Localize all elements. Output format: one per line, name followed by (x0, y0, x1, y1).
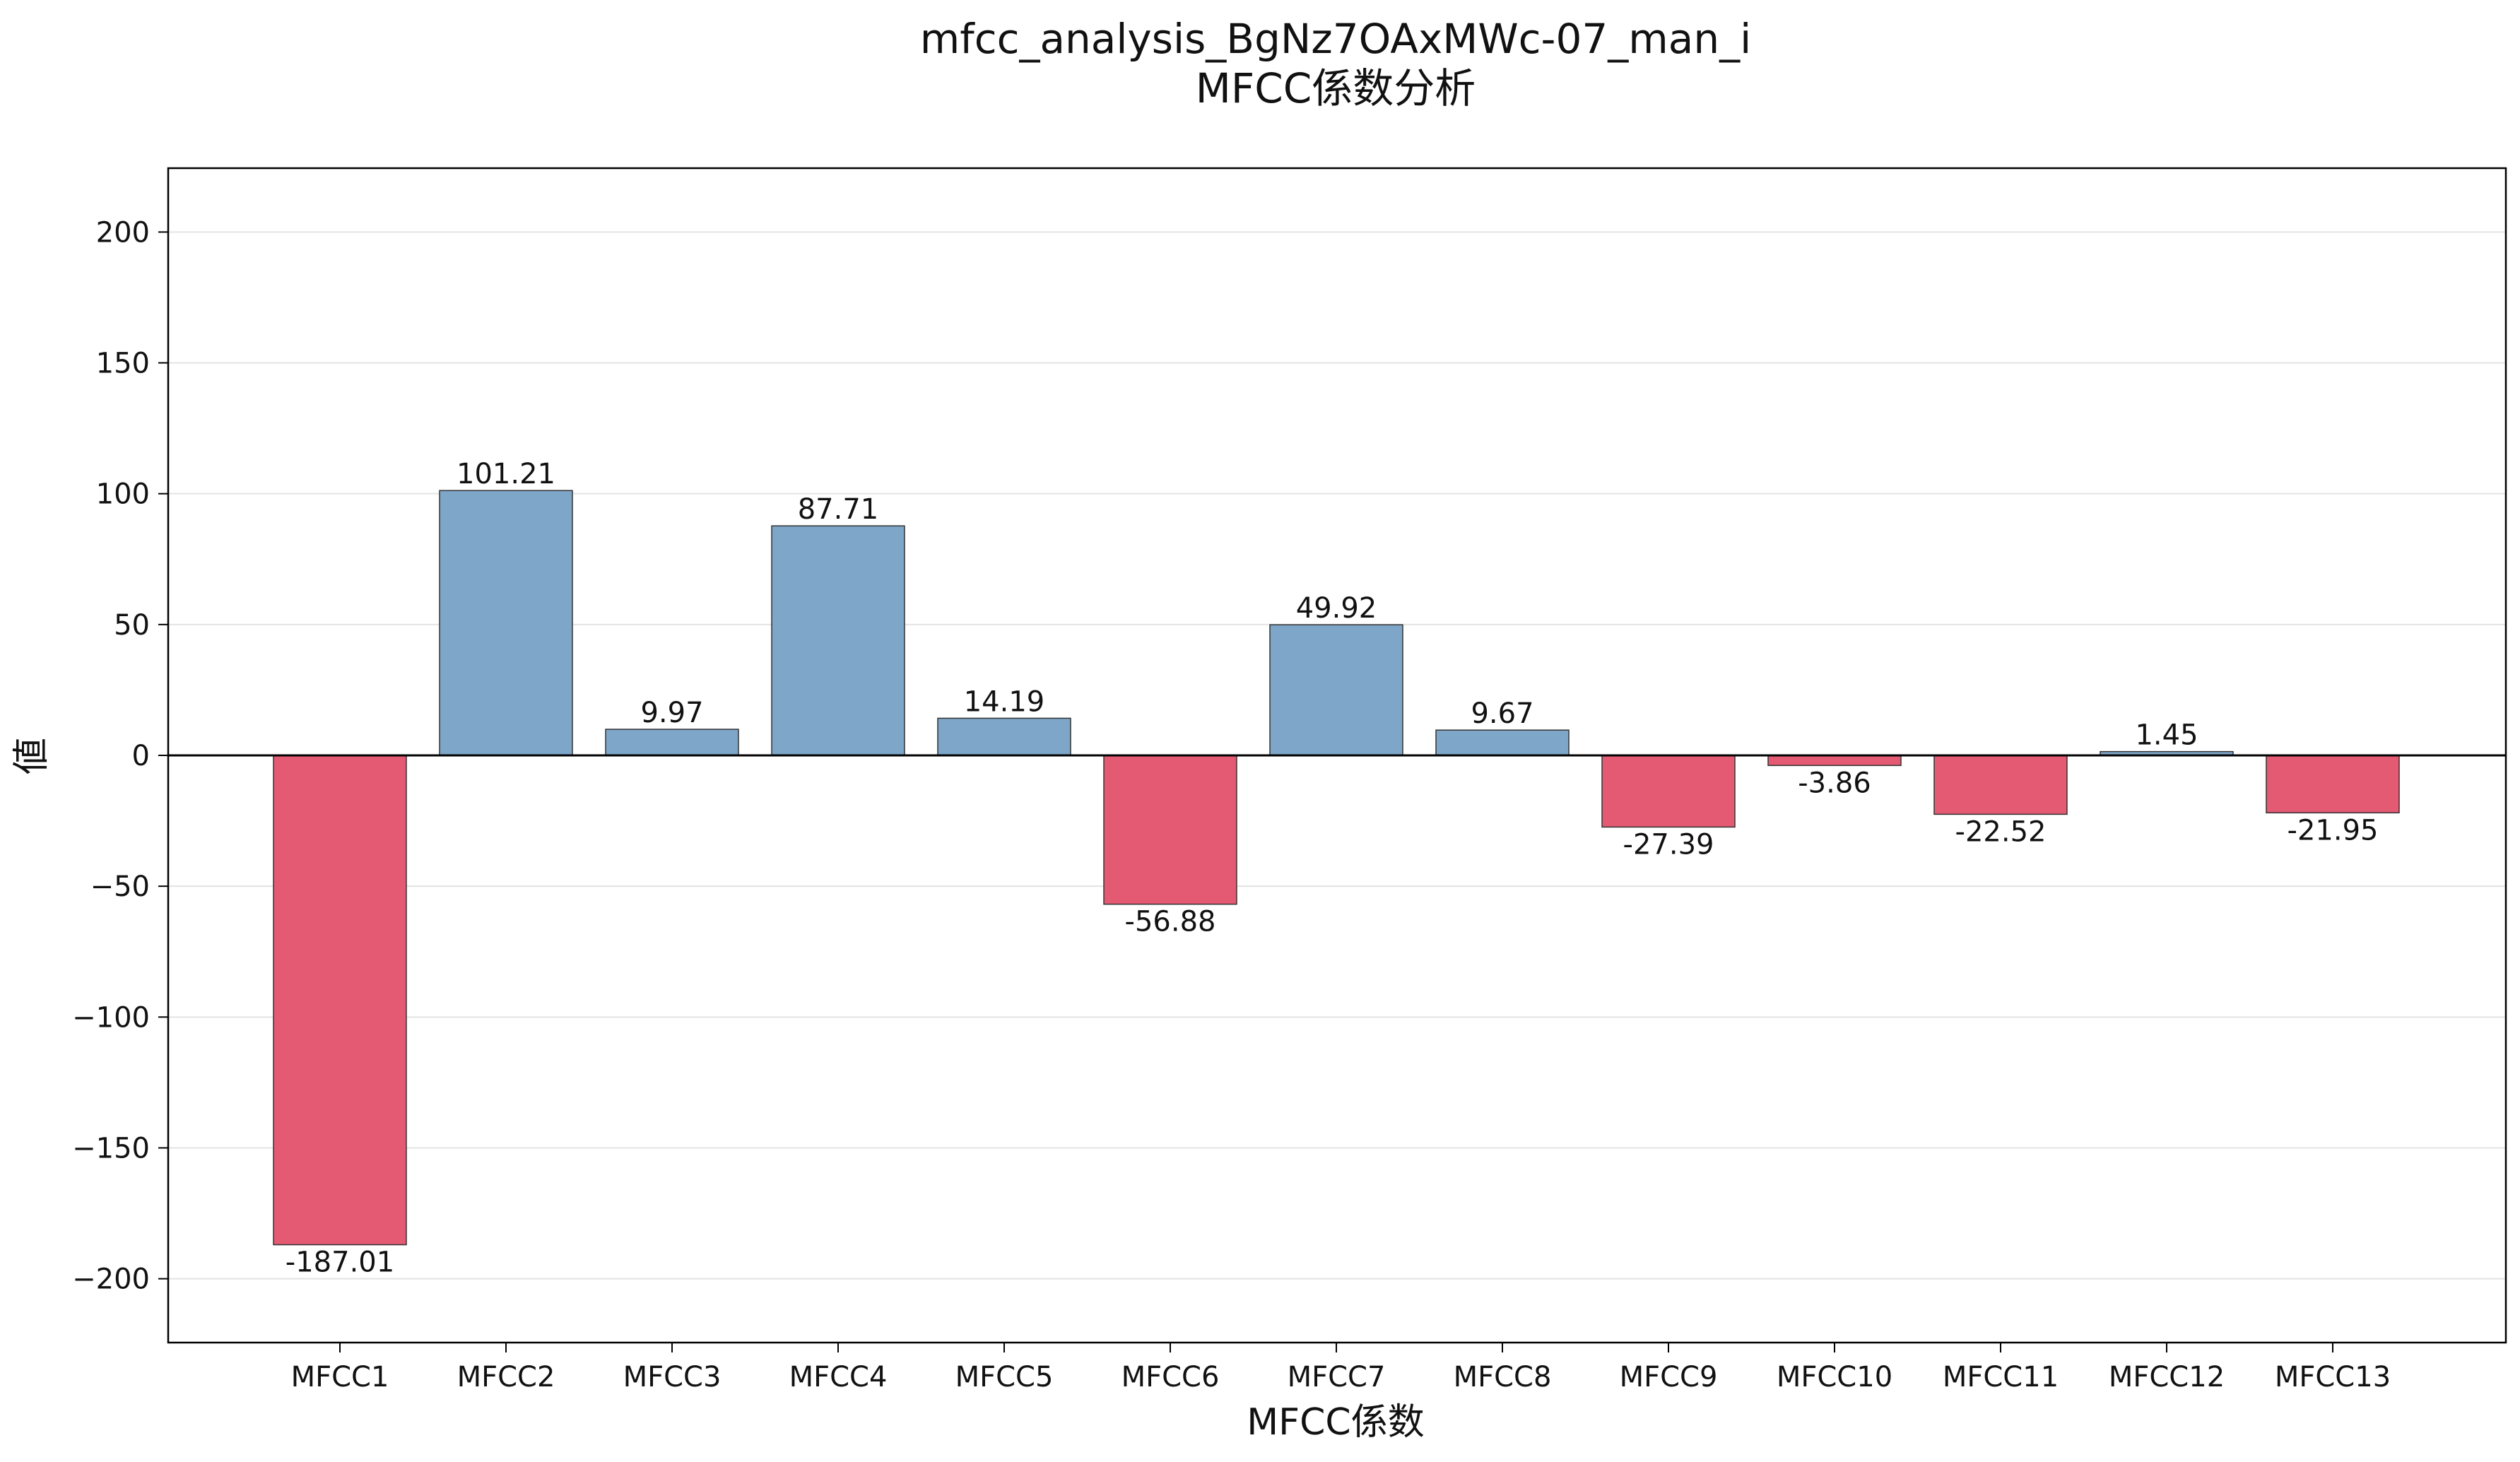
data-label-mfcc2: 101.21 (457, 458, 555, 490)
x-tick-label: MFCC10 (1777, 1361, 1892, 1393)
x-tick-label: MFCC6 (1121, 1361, 1220, 1393)
bars (273, 490, 2400, 1246)
y-tick-label: 100 (96, 478, 150, 511)
bar-mfcc8 (1435, 729, 1570, 756)
data-label-mfcc10: -3.86 (1798, 767, 1871, 799)
x-tick-label: MFCC12 (2109, 1361, 2225, 1393)
chart-title: mfcc_analysis_BgNz7OAxMWc-07_man_i (920, 15, 1751, 63)
x-tick-label: MFCC11 (1943, 1361, 2059, 1393)
x-tick-label: MFCC8 (1454, 1361, 1552, 1393)
x-tick-label: MFCC5 (955, 1361, 1054, 1393)
bar-mfcc4 (771, 525, 905, 756)
y-tick-label: −150 (72, 1132, 150, 1165)
data-label-mfcc11: -22.52 (1955, 815, 2047, 848)
x-tick-label: MFCC2 (457, 1361, 555, 1393)
y-tick-label: −200 (72, 1263, 150, 1296)
y-tick-label: −100 (72, 1001, 150, 1034)
data-label-mfcc3: 9.97 (640, 697, 703, 729)
y-axis-ticks: 200 150 100 50 0 −50 −100 −150 −200 (72, 216, 168, 1296)
data-label-mfcc6: -56.88 (1125, 906, 1216, 938)
x-tick-label: MFCC13 (2275, 1361, 2391, 1393)
x-axis-label: MFCC係数 (1247, 1401, 1424, 1444)
x-tick-label: MFCC9 (1620, 1361, 1718, 1393)
chart-subtitle: MFCC係数分析 (1196, 64, 1476, 112)
bar-mfcc10 (1767, 755, 1902, 767)
y-tick-label: 200 (96, 216, 150, 249)
bar-mfcc5 (937, 717, 1071, 756)
data-label-mfcc8: 9.67 (1471, 697, 1533, 730)
data-label-mfcc12: 1.45 (2135, 719, 2198, 752)
x-tick-label: MFCC3 (623, 1361, 722, 1393)
data-label-mfcc13: -21.95 (2288, 814, 2379, 847)
data-label-mfcc4: 87.71 (798, 493, 879, 526)
bar-mfcc2 (439, 490, 573, 756)
y-axis-label: 値 (11, 738, 53, 774)
bar-mfcc9 (1601, 755, 1736, 828)
data-label-mfcc5: 14.19 (964, 685, 1045, 718)
data-label-mfcc1: -187.01 (285, 1246, 394, 1279)
bar-mfcc13 (2266, 755, 2400, 814)
bar-mfcc6 (1103, 755, 1237, 905)
data-label-mfcc7: 49.92 (1296, 592, 1377, 625)
x-tick-label: MFCC7 (1288, 1361, 1386, 1393)
bar-mfcc1 (273, 755, 407, 1246)
data-label-mfcc9: -27.39 (1623, 828, 1714, 861)
y-tick-label: 50 (114, 609, 150, 642)
bar-mfcc11 (1933, 755, 2068, 815)
x-tick-label: MFCC4 (789, 1361, 888, 1393)
data-labels: -187.01 101.21 9.97 87.71 14.19 -56.88 49.92 9.… (285, 458, 2379, 1278)
x-axis-ticks: MFCC1 MFCC2 MFCC3 MFCC4 MFCC5 MFCC6 MFCC7 MFCC8… (291, 1343, 2391, 1393)
y-tick-label: 150 (96, 348, 150, 380)
bar-mfcc7 (1269, 624, 1403, 756)
bar-mfcc3 (605, 729, 739, 756)
x-tick-label: MFCC1 (291, 1361, 389, 1393)
y-tick-label: 0 (132, 740, 150, 772)
y-tick-label: −50 (90, 871, 150, 903)
